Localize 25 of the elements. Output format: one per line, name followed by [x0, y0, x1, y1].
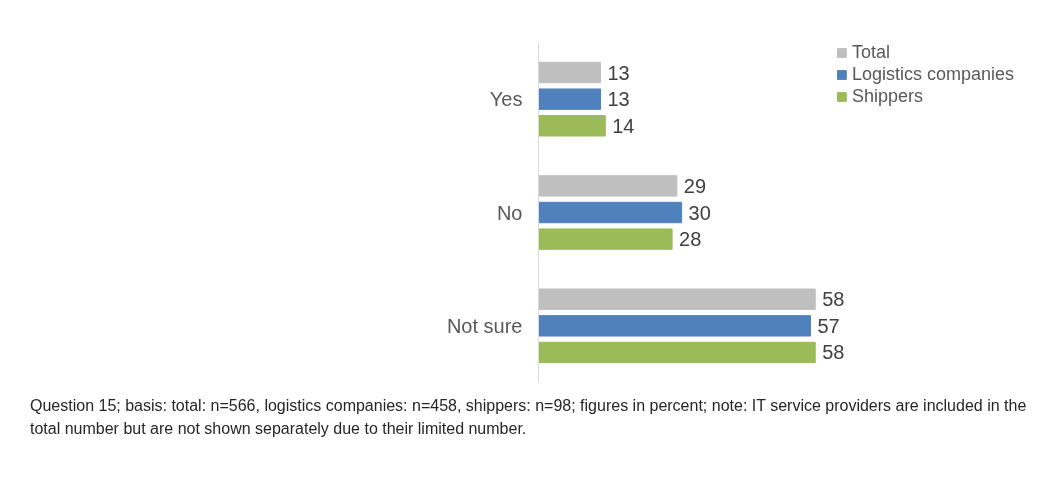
data-label: 30 — [688, 201, 711, 224]
y-tick-label: Not sure — [446, 314, 523, 337]
legend-label: Total — [851, 42, 890, 63]
bar — [538, 61, 602, 84]
data-label: 13 — [607, 61, 630, 84]
bar — [538, 288, 816, 310]
data-label: 57 — [817, 314, 840, 337]
bar — [538, 175, 678, 197]
bar — [538, 201, 683, 224]
data-label: 14 — [612, 114, 635, 137]
legend-label: Logistics companies — [851, 64, 1014, 85]
legend-label: Shippers — [851, 86, 923, 107]
data-label: 58 — [822, 341, 845, 364]
bar — [538, 228, 673, 250]
bar — [538, 341, 816, 364]
data-label: 29 — [683, 174, 707, 197]
text: Question 15; basis: total: n=566, logistics companies: n=458, shippers: n=98; figures in percent; note: IT service providers are included in the total number but are not shown separately due to their limited number. — [30, 396, 1028, 439]
y-tick-label: No — [496, 201, 523, 224]
bar — [538, 88, 602, 110]
data-label: 13 — [607, 88, 630, 111]
data-label: 58 — [822, 288, 845, 311]
bar — [538, 115, 606, 137]
y-tick-label: Yes — [489, 88, 523, 111]
bar — [538, 315, 811, 337]
data-label: 28 — [679, 228, 702, 251]
